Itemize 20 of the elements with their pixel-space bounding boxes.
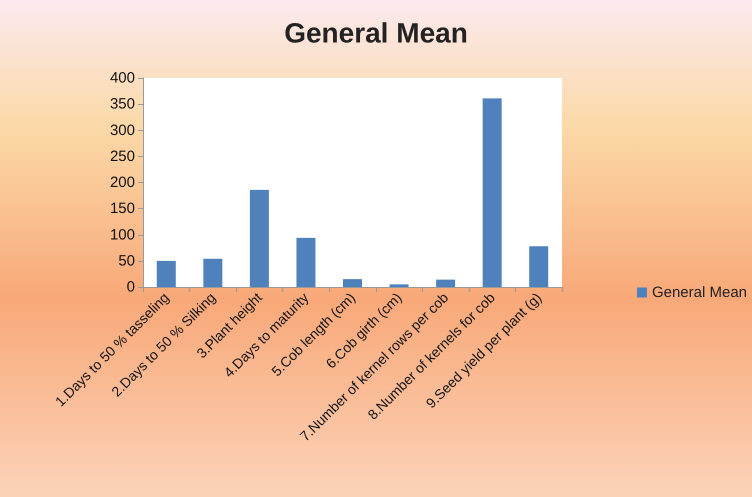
y-tick-label: 100 <box>110 226 135 244</box>
bar <box>343 279 362 287</box>
bar <box>296 238 316 287</box>
y-tick-label: 300 <box>110 122 135 139</box>
chart-title: General Mean <box>284 18 468 48</box>
bar <box>529 246 548 287</box>
y-tick-label: 50 <box>118 252 135 270</box>
bar <box>203 258 222 287</box>
y-tick-label: 400 <box>110 70 135 86</box>
legend-label: General Mean <box>652 284 748 301</box>
bar <box>482 98 502 287</box>
bar <box>390 284 409 287</box>
bar <box>250 190 269 287</box>
bar <box>156 260 176 287</box>
y-tick-label: 350 <box>110 96 135 113</box>
y-tick-label: 200 <box>110 174 135 191</box>
bar <box>436 280 456 287</box>
y-tick-label: 150 <box>110 200 135 218</box>
y-tick-label: 250 <box>110 148 135 165</box>
y-tick-label: 0 <box>126 278 135 296</box>
